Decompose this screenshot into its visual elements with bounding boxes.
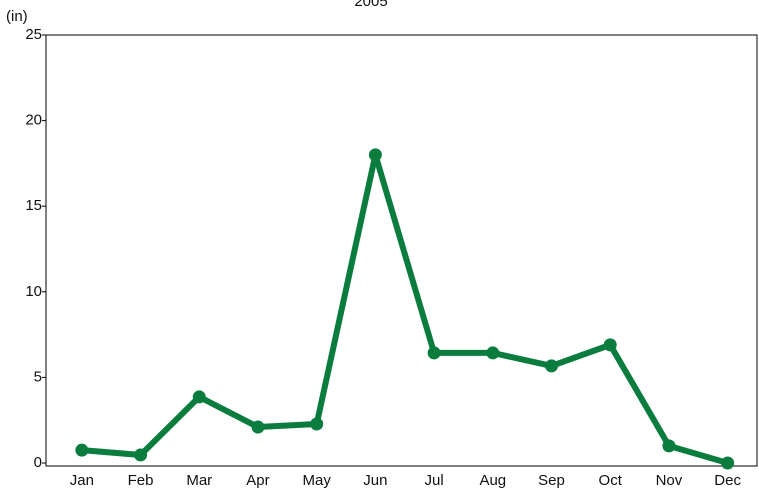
- plot-frame: [45, 34, 758, 467]
- data-point: [721, 456, 735, 470]
- data-point: [310, 417, 324, 431]
- x-tick-label: Dec: [714, 472, 741, 489]
- x-tick-label: Aug: [479, 472, 506, 489]
- x-tick-label: Jun: [363, 472, 387, 489]
- x-tick-label: Apr: [246, 472, 269, 489]
- x-tick-label: May: [303, 472, 332, 489]
- data-point: [486, 346, 500, 360]
- x-tick-label: Feb: [128, 472, 154, 489]
- y-tick-label: 25: [25, 26, 42, 43]
- y-tick-label: 20: [25, 112, 42, 129]
- x-tick-label: Sep: [538, 472, 565, 489]
- data-point: [134, 448, 148, 462]
- y-tick-label: 5: [34, 368, 42, 385]
- y-tick-label: 10: [25, 283, 42, 300]
- data-point: [545, 359, 559, 373]
- x-tick-label: Nov: [656, 472, 683, 489]
- y-tick-label: 0: [34, 454, 42, 471]
- data-point: [251, 420, 265, 434]
- data-point: [192, 390, 206, 404]
- data-point: [662, 439, 676, 453]
- data-point: [603, 338, 617, 352]
- series-line: [81, 151, 729, 466]
- x-tick-label: Mar: [186, 472, 212, 489]
- data-point: [368, 148, 382, 162]
- y-tick-label: 15: [25, 197, 42, 214]
- data-point: [75, 443, 89, 457]
- chart-title: 2005: [354, 0, 387, 10]
- x-tick-label: Oct: [599, 472, 623, 489]
- data-point: [427, 346, 441, 360]
- y-axis-label: (in): [6, 8, 28, 25]
- x-tick-label: Jul: [425, 472, 444, 489]
- x-tick-label: Jan: [70, 472, 94, 489]
